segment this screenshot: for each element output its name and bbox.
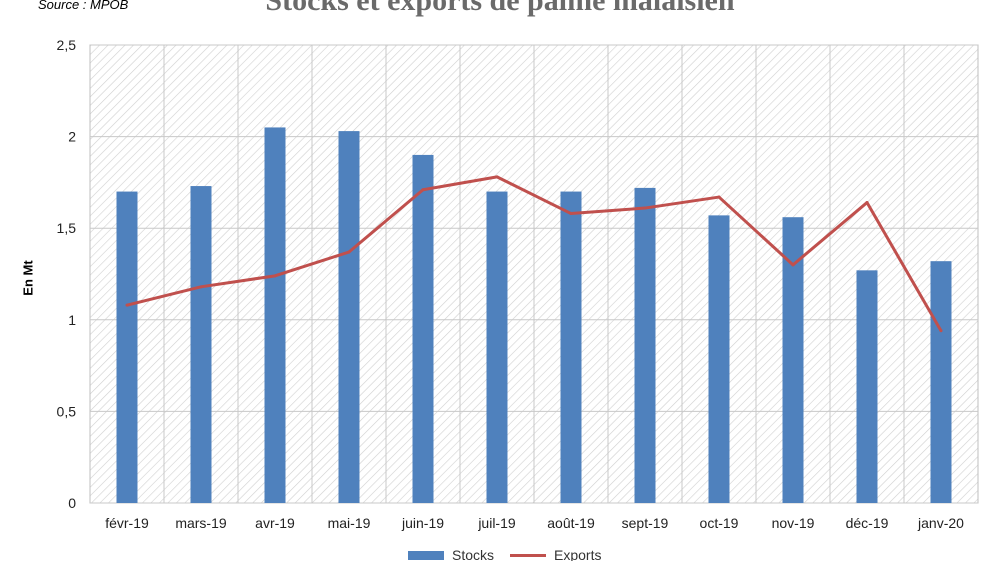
exports-point xyxy=(643,206,647,210)
y-tick-label: 1,5 xyxy=(57,220,77,236)
stocks-bar xyxy=(708,215,730,503)
stocks-bar xyxy=(930,261,952,503)
legend-label-exports: Exports xyxy=(554,547,602,561)
chart-title: Stocks et exports de palme malaisien xyxy=(265,0,735,17)
horizontal-gridlines xyxy=(90,44,978,504)
legend-swatch-exports xyxy=(510,553,546,557)
stocks-bar xyxy=(560,191,582,503)
stocks-bar xyxy=(412,154,434,504)
source-note: Source : MPOB xyxy=(38,0,129,12)
legend-label-stocks: Stocks xyxy=(452,547,495,561)
exports-point xyxy=(939,329,943,333)
exports-point xyxy=(347,250,351,254)
stocks-bar xyxy=(116,191,138,503)
x-tick-label: avr-19 xyxy=(255,515,295,531)
x-tick-labels: févr-19 mars-19 avr-19 mai-19 juin-19 juil-19… xyxy=(105,515,964,531)
x-tick-label: juil-19 xyxy=(477,515,516,531)
x-tick-label: août-19 xyxy=(547,515,595,531)
exports-line-layer xyxy=(125,175,943,333)
x-tick-label: sept-19 xyxy=(622,515,669,531)
exports-point xyxy=(569,212,573,216)
exports-point xyxy=(865,201,869,205)
exports-point xyxy=(717,195,721,199)
x-tick-label: oct-19 xyxy=(700,515,739,531)
legend: Stocks Exports xyxy=(0,547,1000,561)
stocks-bar xyxy=(634,187,656,503)
exports-point xyxy=(495,175,499,179)
y-tick-label: 0,5 xyxy=(57,403,77,419)
exports-point xyxy=(791,263,795,267)
stocks-bar xyxy=(486,191,508,503)
x-tick-label: janv-20 xyxy=(917,515,964,531)
x-tick-label: mai-19 xyxy=(328,515,371,531)
x-tick-label: nov-19 xyxy=(772,515,815,531)
y-tick-label: 2,5 xyxy=(57,37,77,53)
y-tick-label: 1 xyxy=(68,312,76,328)
stocks-bar xyxy=(782,217,804,503)
exports-point xyxy=(125,303,129,307)
legend-item-exports: Exports xyxy=(510,547,601,561)
y-tick-label: 2 xyxy=(68,129,76,145)
legend-item-stocks: Stocks xyxy=(408,547,494,561)
exports-point xyxy=(199,285,203,289)
y-tick-label: 0 xyxy=(68,495,76,511)
x-tick-label: févr-19 xyxy=(105,515,149,531)
exports-point xyxy=(421,188,425,192)
y-tick-labels: 0 0,5 1 1,5 2 2,5 xyxy=(57,37,77,511)
vertical-gridlines xyxy=(163,45,905,503)
x-tick-label: déc-19 xyxy=(846,515,889,531)
stocks-bar xyxy=(856,270,878,503)
stocks-bar xyxy=(190,186,212,503)
legend-swatch-stocks xyxy=(408,550,444,560)
x-tick-label: juin-19 xyxy=(401,515,444,531)
stocks-bar xyxy=(338,131,360,503)
stocks-bars xyxy=(116,127,952,504)
exports-point xyxy=(273,274,277,278)
x-tick-label: mars-19 xyxy=(175,515,227,531)
exports-line xyxy=(126,175,943,332)
stocks-bar xyxy=(264,127,286,503)
